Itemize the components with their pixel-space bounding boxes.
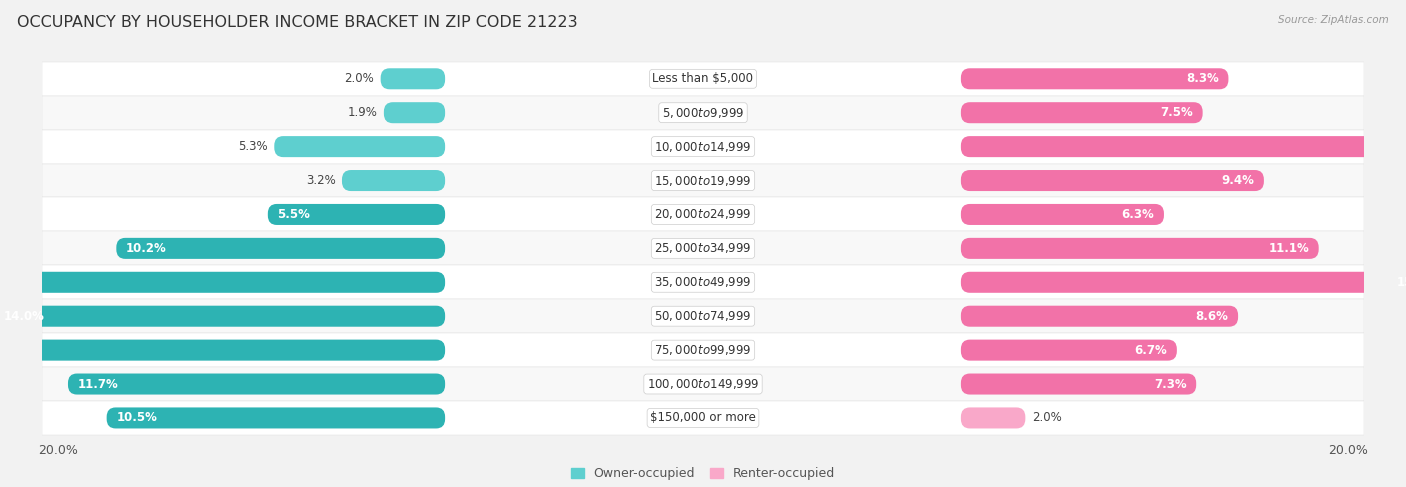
FancyBboxPatch shape xyxy=(274,136,446,157)
FancyBboxPatch shape xyxy=(960,306,1239,327)
Text: 7.5%: 7.5% xyxy=(1160,106,1192,119)
Text: 11.7%: 11.7% xyxy=(77,377,118,391)
Text: 1.9%: 1.9% xyxy=(347,106,377,119)
Text: $75,000 to $99,999: $75,000 to $99,999 xyxy=(654,343,752,357)
Text: 2.0%: 2.0% xyxy=(344,72,374,85)
FancyBboxPatch shape xyxy=(960,339,1177,361)
Bar xyxy=(42,96,1364,130)
Text: $150,000 or more: $150,000 or more xyxy=(650,412,756,425)
FancyBboxPatch shape xyxy=(960,102,1202,123)
Text: $35,000 to $49,999: $35,000 to $49,999 xyxy=(654,275,752,289)
FancyBboxPatch shape xyxy=(0,306,446,327)
FancyBboxPatch shape xyxy=(0,272,446,293)
Text: $100,000 to $149,999: $100,000 to $149,999 xyxy=(647,377,759,391)
FancyBboxPatch shape xyxy=(960,408,1025,429)
Text: 8.6%: 8.6% xyxy=(1195,310,1229,323)
FancyBboxPatch shape xyxy=(67,374,446,394)
Text: 7.3%: 7.3% xyxy=(1154,377,1187,391)
Text: Less than $5,000: Less than $5,000 xyxy=(652,72,754,85)
Text: Source: ZipAtlas.com: Source: ZipAtlas.com xyxy=(1278,15,1389,25)
Bar xyxy=(42,198,1364,231)
Bar xyxy=(42,333,1364,367)
FancyBboxPatch shape xyxy=(960,374,1197,394)
Text: OCCUPANCY BY HOUSEHOLDER INCOME BRACKET IN ZIP CODE 21223: OCCUPANCY BY HOUSEHOLDER INCOME BRACKET … xyxy=(17,15,578,30)
FancyBboxPatch shape xyxy=(960,170,1264,191)
Text: 6.7%: 6.7% xyxy=(1135,344,1167,356)
Text: $15,000 to $19,999: $15,000 to $19,999 xyxy=(654,173,752,187)
FancyBboxPatch shape xyxy=(960,204,1164,225)
Bar xyxy=(42,164,1364,198)
FancyBboxPatch shape xyxy=(384,102,446,123)
Text: 14.0%: 14.0% xyxy=(3,310,45,323)
FancyBboxPatch shape xyxy=(960,136,1406,157)
Text: $20,000 to $24,999: $20,000 to $24,999 xyxy=(654,207,752,222)
Text: $25,000 to $34,999: $25,000 to $34,999 xyxy=(654,242,752,255)
Text: 10.2%: 10.2% xyxy=(127,242,167,255)
Text: 2.0%: 2.0% xyxy=(1032,412,1062,425)
Bar xyxy=(42,130,1364,164)
Bar xyxy=(42,62,1364,96)
FancyBboxPatch shape xyxy=(960,68,1229,89)
FancyBboxPatch shape xyxy=(107,408,446,429)
Text: 9.4%: 9.4% xyxy=(1222,174,1254,187)
Bar xyxy=(42,367,1364,401)
Bar xyxy=(42,265,1364,299)
Bar xyxy=(42,299,1364,333)
Text: $5,000 to $9,999: $5,000 to $9,999 xyxy=(662,106,744,120)
FancyBboxPatch shape xyxy=(117,238,446,259)
FancyBboxPatch shape xyxy=(381,68,446,89)
FancyBboxPatch shape xyxy=(0,339,446,361)
Text: 11.1%: 11.1% xyxy=(1268,242,1309,255)
Text: $10,000 to $14,999: $10,000 to $14,999 xyxy=(654,140,752,153)
FancyBboxPatch shape xyxy=(960,272,1406,293)
Bar xyxy=(42,231,1364,265)
Text: 5.5%: 5.5% xyxy=(277,208,311,221)
FancyBboxPatch shape xyxy=(960,238,1319,259)
Text: 5.3%: 5.3% xyxy=(238,140,267,153)
Legend: Owner-occupied, Renter-occupied: Owner-occupied, Renter-occupied xyxy=(567,462,839,485)
Text: 8.3%: 8.3% xyxy=(1187,72,1219,85)
Text: 6.3%: 6.3% xyxy=(1122,208,1154,221)
Text: 15.1%: 15.1% xyxy=(1398,276,1406,289)
Text: 3.2%: 3.2% xyxy=(305,174,336,187)
FancyBboxPatch shape xyxy=(267,204,446,225)
Text: 10.5%: 10.5% xyxy=(117,412,157,425)
Text: $50,000 to $74,999: $50,000 to $74,999 xyxy=(654,309,752,323)
FancyBboxPatch shape xyxy=(342,170,446,191)
Bar xyxy=(42,401,1364,435)
